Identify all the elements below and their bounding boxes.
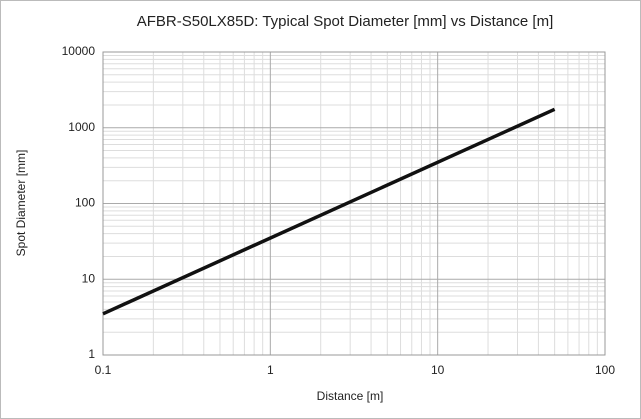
x-tick-label: 0.1: [95, 363, 112, 377]
data-line: [102, 107, 556, 316]
y-tick-label: 10000: [62, 44, 96, 58]
x-tick-label: 1: [267, 363, 274, 377]
x-tick-label: 100: [595, 363, 615, 377]
y-tick-label: 1: [88, 347, 95, 361]
y-axis-label: Spot Diameter [mm]: [14, 150, 28, 257]
y-tick-label: 100: [75, 196, 95, 210]
y-tick-label: 10: [82, 271, 96, 285]
x-axis-label: Distance [m]: [317, 389, 384, 403]
y-tick-label: 1000: [68, 120, 95, 134]
x-tick-label: 10: [431, 363, 445, 377]
plot-border: [102, 51, 606, 356]
chart-title: AFBR-S50LX85D: Typical Spot Diameter [mm…: [137, 13, 554, 30]
